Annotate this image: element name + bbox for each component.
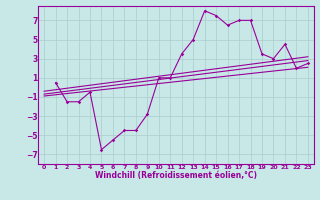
- X-axis label: Windchill (Refroidissement éolien,°C): Windchill (Refroidissement éolien,°C): [95, 171, 257, 180]
